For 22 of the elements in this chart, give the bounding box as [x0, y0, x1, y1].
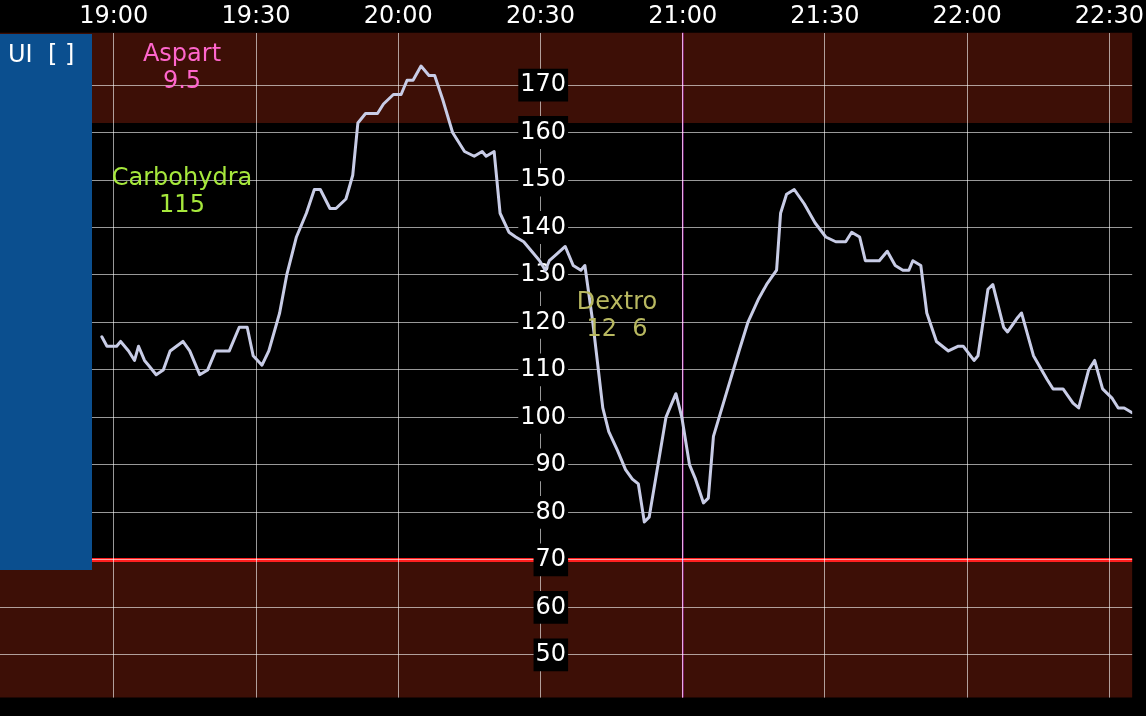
x-tick-label: 22:00	[932, 0, 1002, 29]
y-tick-label: 80	[535, 496, 567, 525]
y-tick-label: 60	[535, 591, 567, 620]
x-tick-label: 21:30	[790, 0, 860, 29]
y-tick-label: 100	[520, 401, 567, 430]
y-tick-label: 110	[520, 354, 567, 383]
y-tick-label: 170	[520, 69, 567, 98]
x-tick-label: 22:30	[1074, 0, 1144, 29]
x-tick-label: 20:30	[505, 0, 576, 29]
y-tick-label: 120	[520, 306, 567, 335]
x-tick-label: 19:30	[221, 0, 291, 29]
annotation: UI [ ]	[7, 39, 76, 70]
x-tick-label: 19:00	[79, 0, 149, 29]
y-tick-label: 150	[520, 164, 567, 193]
y-tick-label: 160	[520, 116, 567, 145]
y-tick-label: 70	[535, 544, 567, 573]
side-panel: UI [ ]	[0, 34, 92, 570]
y-tick-label: 90	[535, 449, 567, 478]
x-tick-label: 20:00	[363, 0, 433, 29]
y-tick-label: 50	[535, 639, 567, 668]
x-tick-label: 21:00	[648, 0, 718, 29]
y-tick-label: 140	[520, 211, 567, 240]
